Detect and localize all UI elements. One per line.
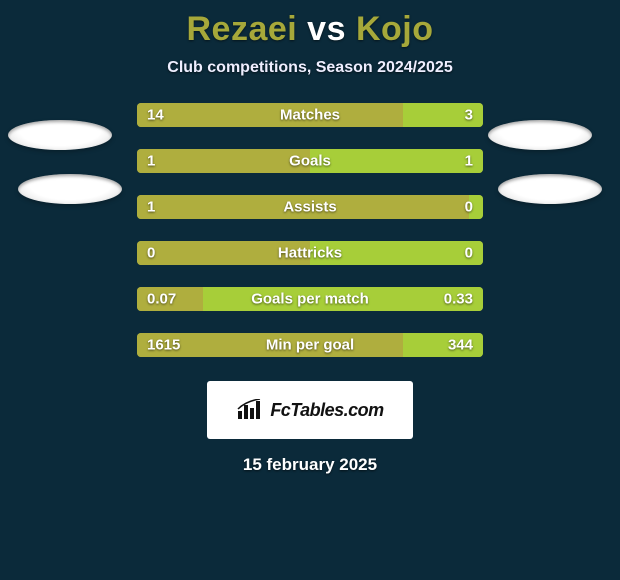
stat-bar: 14 Matches 3 xyxy=(137,103,483,127)
player2-avatar-placeholder xyxy=(488,120,592,150)
stat-left-value: 0.07 xyxy=(147,291,176,308)
stat-right-value: 3 xyxy=(465,107,473,124)
fctables-logo-badge: FcTables.com xyxy=(207,381,413,439)
stat-label: Hattricks xyxy=(278,245,342,262)
stat-bar: 1 Goals 1 xyxy=(137,149,483,173)
vs-label: vs xyxy=(307,10,346,48)
stat-bar-right-seg xyxy=(310,149,483,173)
comparison-date: 15 february 2025 xyxy=(0,455,620,475)
stat-right-value: 0 xyxy=(465,245,473,262)
stat-left-value: 1 xyxy=(147,153,155,170)
stat-right-value: 0.33 xyxy=(444,291,473,308)
player2-avatar-placeholder xyxy=(498,174,602,204)
stat-bar-left-seg xyxy=(137,149,310,173)
logo-text: FcTables.com xyxy=(270,400,383,421)
stat-right-value: 0 xyxy=(465,199,473,216)
stat-left-value: 1615 xyxy=(147,337,180,354)
stat-left-value: 0 xyxy=(147,245,155,262)
stat-left-value: 1 xyxy=(147,199,155,216)
bar-chart-icon xyxy=(236,399,264,421)
stat-bar: 0 Hattricks 0 xyxy=(137,241,483,265)
stat-right-value: 344 xyxy=(448,337,473,354)
player1-name: Rezaei xyxy=(186,10,297,48)
stat-left-value: 14 xyxy=(147,107,164,124)
stat-bar-left-seg xyxy=(137,103,403,127)
stat-label: Min per goal xyxy=(266,337,354,354)
stat-bar: 1 Assists 0 xyxy=(137,195,483,219)
stat-label: Assists xyxy=(283,199,336,216)
player1-avatar-placeholder xyxy=(18,174,122,204)
stat-bar: 0.07 Goals per match 0.33 xyxy=(137,287,483,311)
player2-name: Kojo xyxy=(356,10,434,48)
stat-bar: 1615 Min per goal 344 xyxy=(137,333,483,357)
stat-right-value: 1 xyxy=(465,153,473,170)
stat-label: Goals per match xyxy=(251,291,369,308)
player1-avatar-placeholder xyxy=(8,120,112,150)
stat-label: Goals xyxy=(289,153,331,170)
stat-label: Matches xyxy=(280,107,340,124)
comparison-title: Rezaei vs Kojo xyxy=(0,0,620,49)
subtitle: Club competitions, Season 2024/2025 xyxy=(0,59,620,77)
